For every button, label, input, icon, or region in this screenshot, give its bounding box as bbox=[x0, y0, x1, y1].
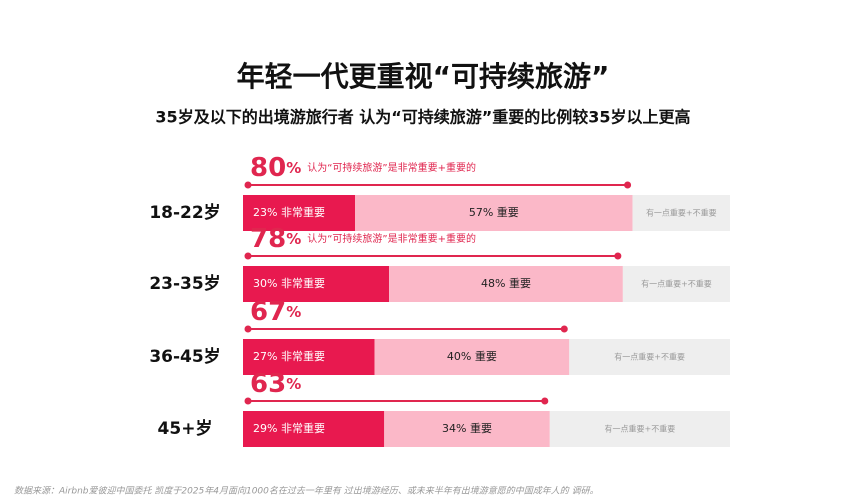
total-dot bbox=[244, 325, 252, 333]
bar-segment bbox=[355, 195, 633, 231]
total-value: 63 bbox=[250, 369, 286, 399]
total-unit: % bbox=[286, 303, 301, 321]
total-label: 78% 认为“可持续旅游”是非常重要+重要的 bbox=[250, 224, 476, 254]
segment-label: 有一点重要+不重要 bbox=[614, 352, 685, 362]
bar-segment bbox=[569, 339, 730, 375]
chart-subtitle: 35岁及以下的出境游旅行者 认为“可持续旅游”重要的比例较35岁以上更高 bbox=[155, 108, 690, 127]
segment-label: 27% 非常重要 bbox=[253, 349, 325, 363]
total-annotation: 认为“可持续旅游”是非常重要+重要的 bbox=[307, 232, 476, 245]
bar-segment bbox=[243, 411, 385, 447]
bar-segment bbox=[243, 339, 375, 375]
total-dot bbox=[244, 252, 252, 260]
segment-label: 57% 重要 bbox=[469, 205, 519, 219]
total-unit: % bbox=[286, 230, 301, 248]
category-label: 36-45岁 bbox=[149, 346, 220, 367]
total-annotation: 认为“可持续旅游”是非常重要+重要的 bbox=[307, 161, 476, 174]
segment-label: 23% 非常重要 bbox=[253, 205, 325, 219]
category-label: 23-35岁 bbox=[149, 273, 220, 294]
segment-label: 有一点重要+不重要 bbox=[605, 424, 676, 434]
source-note: 数据来源：Airbnb爱彼迎中国委托 凯度于2025年4月面向1000名在过去一… bbox=[14, 486, 599, 497]
segment-label: 34% 重要 bbox=[442, 421, 492, 435]
total-dot bbox=[244, 181, 252, 189]
bar-segment bbox=[632, 195, 730, 231]
total-dot bbox=[244, 397, 252, 405]
chart-title: 年轻一代更重视“可持续旅游” bbox=[237, 60, 610, 93]
segment-label: 有一点重要+不重要 bbox=[641, 279, 712, 289]
bar-segment bbox=[549, 411, 730, 447]
total-dot bbox=[614, 252, 622, 260]
total-label: 80% 认为“可持续旅游”是非常重要+重要的 bbox=[250, 153, 476, 183]
bar-segment bbox=[243, 195, 356, 231]
bar-segment bbox=[389, 266, 623, 302]
category-label: 45+岁 bbox=[158, 418, 213, 439]
total-dot bbox=[560, 325, 568, 333]
bar-segment bbox=[243, 266, 390, 302]
segment-label: 40% 重要 bbox=[447, 349, 497, 363]
bar-segment bbox=[374, 339, 570, 375]
total-dot bbox=[624, 181, 632, 189]
bar-segment bbox=[622, 266, 730, 302]
segment-label: 48% 重要 bbox=[481, 276, 531, 290]
total-label: 63% bbox=[250, 369, 301, 399]
total-value: 80 bbox=[250, 153, 286, 183]
total-unit: % bbox=[286, 159, 301, 177]
total-dot bbox=[541, 397, 549, 405]
segment-label: 30% 非常重要 bbox=[253, 276, 325, 290]
total-value: 78 bbox=[250, 224, 286, 254]
total-value: 67 bbox=[250, 297, 286, 327]
total-unit: % bbox=[286, 375, 301, 393]
total-label: 67% bbox=[250, 297, 301, 327]
bar-segment bbox=[384, 411, 550, 447]
segment-label: 有一点重要+不重要 bbox=[646, 208, 717, 218]
segment-label: 29% 非常重要 bbox=[253, 421, 325, 435]
category-label: 18-22岁 bbox=[149, 202, 220, 223]
